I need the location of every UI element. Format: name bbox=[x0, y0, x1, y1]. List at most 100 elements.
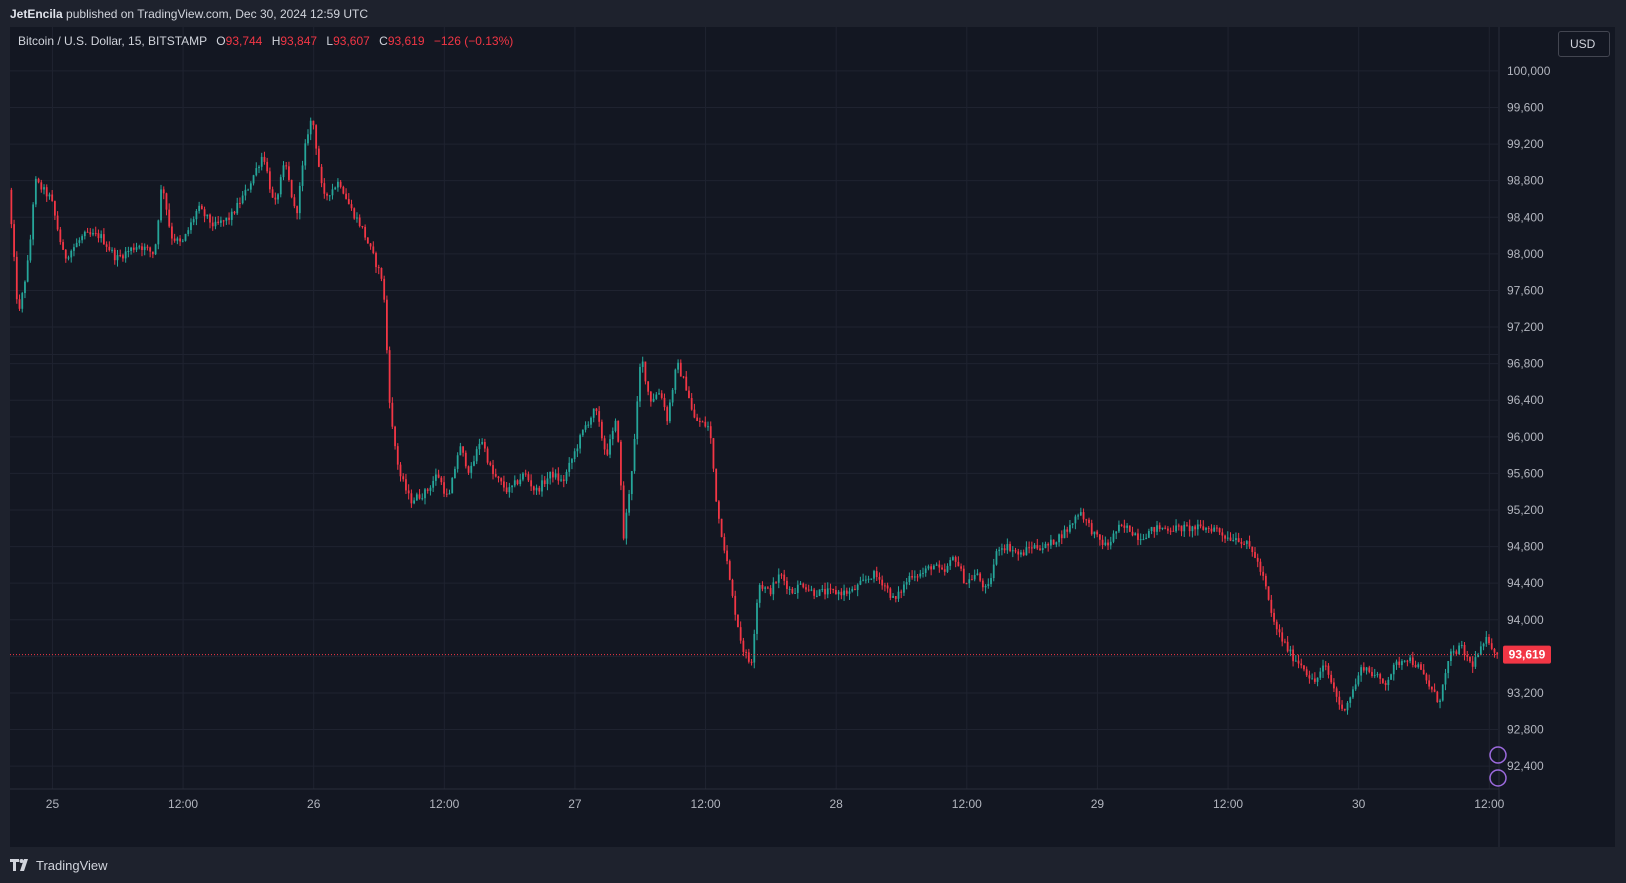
candle-body bbox=[1245, 541, 1248, 544]
candle-body bbox=[434, 474, 437, 481]
candle-body bbox=[364, 226, 367, 238]
candle-body bbox=[195, 211, 198, 220]
candle-body bbox=[788, 588, 791, 590]
chart-frame[interactable]: 100,000 99,600 99,200 98,800 98,400 98,000 97,… bbox=[10, 27, 1615, 847]
candle-body bbox=[230, 211, 233, 220]
candle-body bbox=[1017, 551, 1020, 555]
candle-body bbox=[388, 350, 391, 403]
candle-body bbox=[644, 361, 647, 382]
candle-body bbox=[1482, 643, 1485, 647]
candle-body bbox=[1196, 524, 1199, 530]
candle-body bbox=[1425, 674, 1428, 681]
price-axis-panel[interactable] bbox=[1499, 27, 1615, 847]
candle-body bbox=[100, 234, 103, 239]
candle-body bbox=[141, 246, 143, 250]
candle-body bbox=[973, 575, 976, 580]
candle-body bbox=[715, 468, 718, 502]
candle-body bbox=[37, 178, 40, 183]
candle-body bbox=[685, 376, 688, 391]
candle-body bbox=[73, 247, 75, 251]
publisher-name[interactable]: JetEncila bbox=[10, 7, 63, 21]
symbol-description[interactable]: Bitcoin / U.S. Dollar, 15, BITSTAMP bbox=[18, 34, 207, 48]
published-text: published on TradingView.com, Dec 30, 20… bbox=[66, 7, 369, 21]
candle-body bbox=[1300, 663, 1303, 666]
candle-body bbox=[1352, 689, 1354, 698]
candle-body bbox=[1455, 651, 1458, 654]
candle-body bbox=[279, 177, 282, 195]
event-marker-icon[interactable] bbox=[1489, 746, 1507, 764]
candle-body bbox=[1079, 512, 1082, 516]
candle-body bbox=[45, 187, 48, 197]
price-tick-label: 95,600 bbox=[1507, 466, 1544, 480]
time-tick-label: 12:00 bbox=[1474, 797, 1504, 811]
candle-body bbox=[489, 462, 492, 466]
candle-body bbox=[426, 489, 429, 491]
candle-body bbox=[1414, 664, 1417, 668]
candle-body bbox=[962, 568, 965, 584]
candle-body bbox=[603, 438, 606, 450]
candle-body bbox=[353, 208, 356, 219]
candle-body bbox=[660, 393, 663, 398]
candle-body bbox=[1229, 537, 1232, 541]
candle-body bbox=[554, 473, 557, 478]
candle-body bbox=[639, 366, 641, 402]
candle-body bbox=[1128, 525, 1131, 532]
candle-body bbox=[696, 417, 699, 421]
candle-body bbox=[1014, 550, 1017, 552]
candle-body bbox=[1335, 688, 1338, 697]
candle-body bbox=[737, 614, 739, 628]
candle-body bbox=[894, 596, 897, 599]
candle-body bbox=[486, 448, 489, 463]
candle-body bbox=[494, 474, 497, 477]
tradingview-brand[interactable]: TradingView bbox=[10, 855, 108, 875]
candle-body bbox=[1169, 530, 1172, 532]
candle-body bbox=[954, 557, 957, 562]
candle-body bbox=[916, 576, 919, 578]
event-marker-icon[interactable] bbox=[1489, 769, 1507, 787]
candle-body bbox=[750, 661, 753, 663]
candle-body bbox=[1343, 708, 1346, 711]
candlestick-chart[interactable]: 100,000 99,600 99,200 98,800 98,400 98,000 97,… bbox=[10, 27, 1615, 847]
candle-body bbox=[679, 362, 682, 377]
price-tick-label: 98,800 bbox=[1507, 174, 1544, 188]
candle-body bbox=[952, 557, 954, 561]
candle-body bbox=[843, 590, 845, 596]
candle-body bbox=[1376, 674, 1379, 676]
candle-body bbox=[1463, 644, 1466, 656]
candle-body bbox=[217, 221, 220, 223]
candle-body bbox=[1039, 548, 1041, 551]
candle-body bbox=[149, 247, 152, 252]
candle-body bbox=[198, 205, 201, 212]
candle-body bbox=[739, 627, 742, 641]
candle-body bbox=[415, 494, 418, 501]
candle-body bbox=[543, 480, 546, 485]
candle-body bbox=[320, 166, 323, 184]
candle-body bbox=[462, 446, 464, 453]
candle-body bbox=[1131, 531, 1134, 536]
candle-body bbox=[413, 500, 416, 504]
candle-body bbox=[1496, 652, 1499, 655]
candle-body bbox=[1191, 526, 1194, 532]
candle-body bbox=[440, 477, 443, 483]
candle-body bbox=[366, 237, 369, 244]
candle-body bbox=[965, 583, 968, 585]
candle-body bbox=[1052, 539, 1055, 545]
time-tick-label: 12:00 bbox=[1213, 797, 1243, 811]
candle-body bbox=[747, 652, 750, 662]
candle-body bbox=[671, 389, 674, 403]
candle-body bbox=[285, 165, 288, 167]
candle-body bbox=[233, 211, 236, 214]
candle-body bbox=[108, 246, 111, 251]
candle-body bbox=[1150, 527, 1153, 532]
candle-body bbox=[1259, 561, 1262, 572]
candle-body bbox=[473, 461, 475, 466]
candle-body bbox=[1281, 632, 1284, 642]
candle-body bbox=[590, 417, 592, 425]
candle-body bbox=[1025, 547, 1028, 556]
candle-body bbox=[26, 260, 29, 282]
candle-body bbox=[960, 566, 962, 569]
candle-body bbox=[1030, 547, 1033, 549]
currency-button[interactable]: USD bbox=[1558, 31, 1610, 57]
candle-body bbox=[783, 574, 786, 581]
candle-body bbox=[728, 561, 731, 580]
